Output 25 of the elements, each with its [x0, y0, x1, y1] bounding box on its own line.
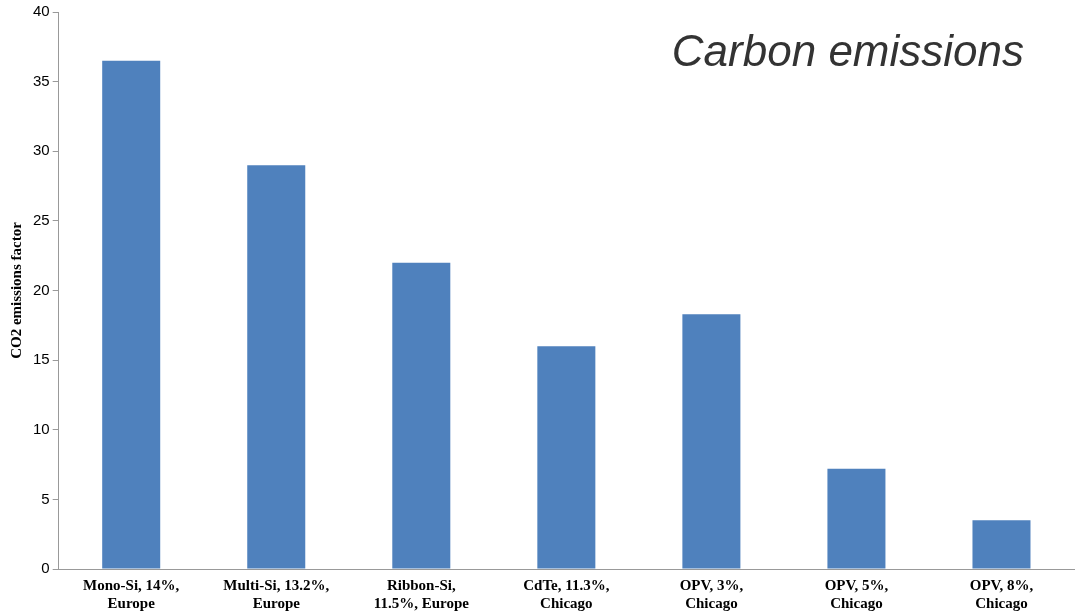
x-tick-label: OPV, 3%, Chicago — [679, 576, 744, 611]
x-tick-label: CdTe, 11.3%, Chicago — [523, 576, 610, 611]
x-tick-label: OPV, 5%, Chicago — [824, 576, 889, 611]
x-tick-label: Mono-Si, 14%, Europe — [83, 576, 180, 611]
y-axis-title: CO2 emissions factor — [7, 221, 24, 359]
x-tick-label: OPV, 8%, Chicago — [969, 576, 1034, 611]
y-tick-label: 0 — [41, 559, 50, 577]
bar — [537, 346, 596, 569]
bar — [247, 165, 306, 569]
y-tick-label: 40 — [33, 2, 50, 20]
y-tick-label: 20 — [33, 280, 50, 298]
bar — [972, 520, 1031, 569]
bar — [102, 60, 161, 569]
x-tick-label: Multi-Si, 13.2%, Europe — [223, 576, 330, 611]
y-tick-label: 35 — [33, 71, 50, 89]
y-tick-label: 10 — [33, 419, 50, 437]
bar — [827, 468, 886, 569]
x-tick-label: Ribbon-Si, 11.5%, Europe — [373, 576, 470, 611]
bar — [682, 314, 741, 569]
chart-title: Carbon emissions — [671, 26, 1024, 76]
bar — [392, 262, 451, 569]
y-tick-label: 25 — [33, 211, 50, 229]
y-tick-label: 5 — [41, 489, 50, 507]
y-tick-label: 15 — [33, 350, 50, 368]
y-tick-label: 30 — [33, 141, 50, 159]
